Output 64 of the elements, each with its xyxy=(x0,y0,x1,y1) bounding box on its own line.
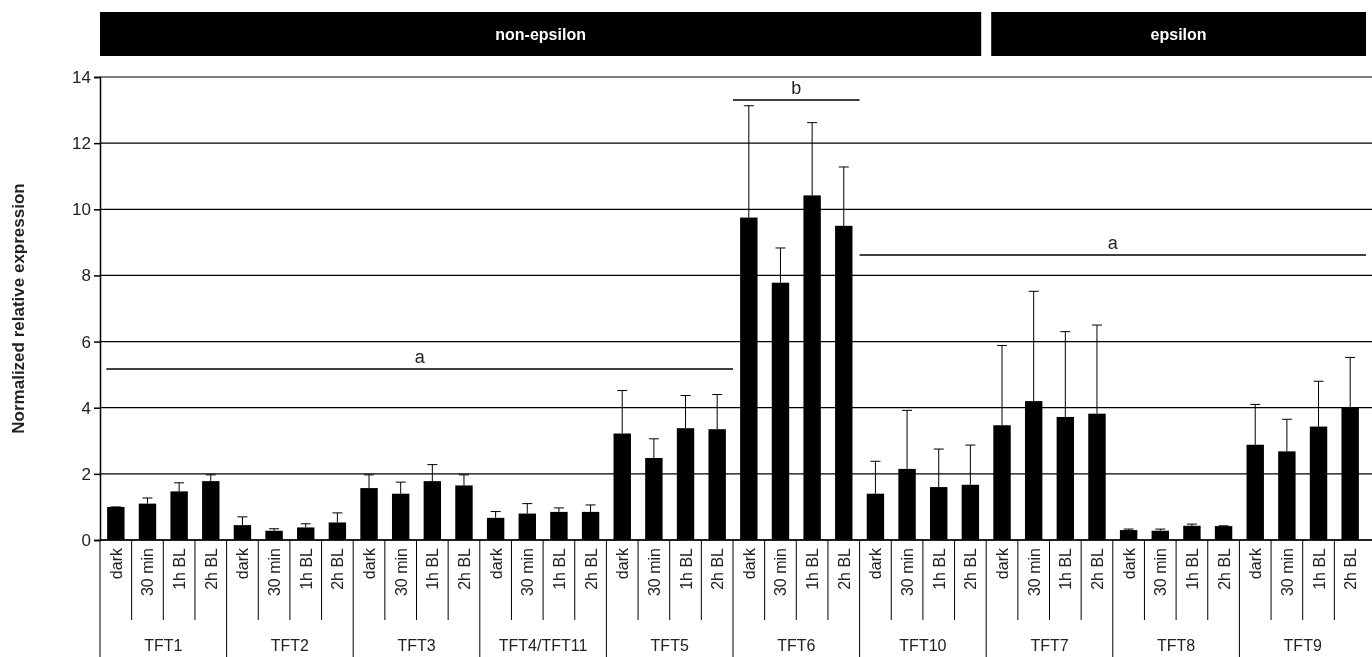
y-tick-label: 2 xyxy=(81,464,91,484)
y-tick-label: 10 xyxy=(72,200,91,220)
x-tick-label: dark xyxy=(994,547,1012,580)
text: non-epsilon xyxy=(495,26,586,43)
x-tick-label: 30 min xyxy=(645,548,663,597)
text: TFT9 xyxy=(1283,637,1322,654)
x-tick-label: 1h BL xyxy=(171,547,189,590)
x-tick-label: 2h BL xyxy=(455,547,473,590)
text: TFT3 xyxy=(397,637,436,654)
x-tick-label: dark xyxy=(107,547,125,580)
x-tick-label: 30 min xyxy=(139,548,157,597)
y-tick-label: 12 xyxy=(72,134,91,154)
x-tick-label: 1h BL xyxy=(804,547,822,590)
x-tick-label: 30 min xyxy=(1025,548,1043,597)
text: TFT2 xyxy=(270,637,310,654)
x-tick-label: 2h BL xyxy=(1088,547,1106,590)
y-tick-label: 14 xyxy=(72,67,91,87)
annotation: a xyxy=(1107,233,1119,253)
x-tick-label: 30 min xyxy=(1152,548,1170,597)
x-tick-label: dark xyxy=(740,547,758,580)
x-tick-label: 2h BL xyxy=(329,547,347,590)
x-tick-label: 1h BL xyxy=(930,547,948,590)
x-tick-label: 1h BL xyxy=(297,547,315,590)
text: epsilon xyxy=(1150,26,1207,43)
x-tick-label: dark xyxy=(487,547,505,580)
x-tick-label: 30 min xyxy=(1278,548,1296,597)
x-tick-label: 1h BL xyxy=(1183,547,1201,590)
text: TFT7 xyxy=(1030,637,1069,654)
x-tick-label: 1h BL xyxy=(550,547,568,590)
x-tick-label: 30 min xyxy=(772,548,790,597)
text: TFT1 xyxy=(144,637,183,654)
x-tick-label: dark xyxy=(1120,547,1138,580)
x-tick-label: dark xyxy=(614,547,632,580)
text: TFT6 xyxy=(777,637,816,654)
x-tick-label: 2h BL xyxy=(582,547,600,590)
x-tick-label: 1h BL xyxy=(424,547,442,590)
x-tick-label: 30 min xyxy=(392,548,410,597)
annotation: a xyxy=(414,347,426,367)
text: TFT10 xyxy=(899,637,947,654)
x-tick-label: 2h BL xyxy=(1215,547,1233,590)
x-tick-label: 1h BL xyxy=(677,547,695,590)
y-tick-label: 8 xyxy=(81,266,91,286)
x-tick-label: 2h BL xyxy=(202,547,220,590)
x-tick-label: 2h BL xyxy=(835,547,853,590)
x-tick-label: 30 min xyxy=(519,548,537,597)
text: TFT8 xyxy=(1156,637,1196,654)
x-tick-label: 1h BL xyxy=(1057,547,1075,590)
x-tick-label: dark xyxy=(234,547,252,580)
text: TFT4/TFT11 xyxy=(498,637,588,654)
x-tick-label: 2h BL xyxy=(962,547,980,590)
x-tick-label: 1h BL xyxy=(1310,547,1328,590)
x-tick-label: 2h BL xyxy=(709,547,727,590)
x-tick-label: 30 min xyxy=(899,548,917,597)
x-tick-label: dark xyxy=(1247,547,1265,580)
x-tick-label: 2h BL xyxy=(1342,547,1360,590)
x-tick-label: dark xyxy=(867,547,885,580)
text: TFT5 xyxy=(650,637,689,654)
y-axis-title: Normalized relative expression xyxy=(9,183,28,434)
y-tick-label: 0 xyxy=(81,530,91,550)
y-tick-label: 4 xyxy=(81,398,91,418)
x-tick-label: dark xyxy=(361,547,379,580)
x-tick-label: 30 min xyxy=(266,548,284,597)
y-tick-label: 6 xyxy=(81,332,91,352)
annotation: b xyxy=(791,78,802,98)
